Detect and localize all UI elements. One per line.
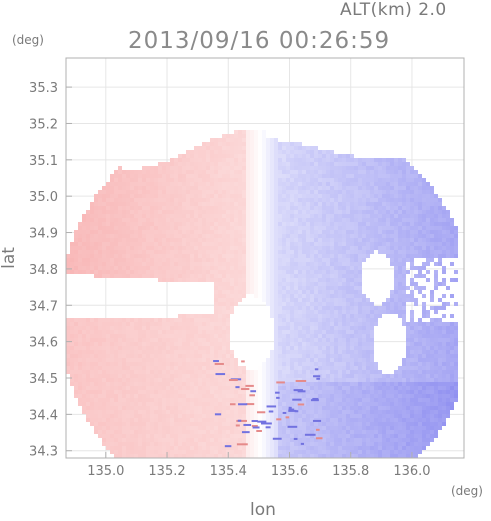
y-tick-label: 34.3: [29, 445, 58, 460]
x-tick-label: 135.8: [332, 464, 369, 479]
y-tick-label: 34.9: [29, 227, 58, 242]
y-tick-label: 34.6: [29, 336, 58, 351]
x-ticks: 135.0 135.2 135.4 135.6 135.8 136.0: [87, 452, 431, 479]
x-axis-label: lon: [250, 500, 276, 520]
y-axis-unit: (deg): [12, 33, 44, 47]
x-tick-label: 136.0: [393, 464, 430, 479]
velocity-field: [66, 130, 458, 458]
chart-title: 2013/09/16 00:26:59: [128, 28, 391, 54]
y-tick-label: 34.5: [29, 372, 58, 387]
x-tick-label: 135.4: [210, 464, 247, 479]
y-ticks: 34.3 34.4 34.5 34.6 34.7 34.8 34.9 35.0 35.1 35.2…: [29, 81, 72, 460]
y-tick-label: 34.7: [29, 299, 58, 314]
y-tick-label: 35.2: [29, 117, 58, 132]
y-tick-label: 34.8: [29, 263, 58, 278]
altitude-label: ALT(km) 2.0: [340, 0, 447, 20]
y-tick-label: 35.0: [29, 190, 58, 205]
plot-frame: [65, 57, 465, 459]
y-tick-label: 35.1: [29, 154, 58, 169]
x-tick-label: 135.0: [87, 464, 124, 479]
x-tick-label: 135.6: [271, 464, 308, 479]
y-axis-label: lat: [0, 247, 19, 269]
x-tick-label: 135.2: [148, 464, 185, 479]
y-tick-label: 34.4: [29, 408, 58, 423]
y-tick-label: 35.3: [29, 81, 58, 96]
x-axis-unit: (deg): [451, 484, 483, 498]
